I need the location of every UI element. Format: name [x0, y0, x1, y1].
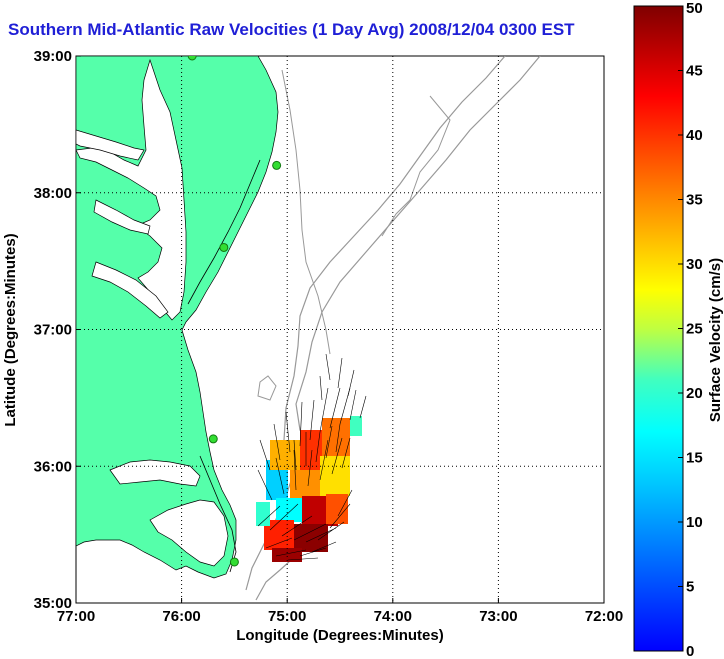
york-james-rivers [91, 261, 169, 319]
colorbar [633, 5, 684, 652]
y-tick-label: 38:00 [34, 185, 72, 202]
delmarva-coast [187, 159, 261, 305]
colorbar-tick-label: 20 [686, 385, 703, 402]
colorbar-tick-label: 40 [686, 127, 703, 144]
velocity-vectors [257, 353, 367, 561]
map-title: Southern Mid-Atlantic Raw Velocities (1 … [8, 20, 575, 39]
rappahannock-river [93, 199, 151, 235]
colorbar-tick-label: 35 [686, 192, 703, 209]
colorbar-tick-label: 25 [686, 321, 703, 338]
radar-station-markers [187, 56, 282, 567]
y-axis-ticks: 35:00 36:00 37:00 38:00 39:00 [34, 48, 81, 612]
x-tick-label: 73:00 [479, 608, 517, 625]
colorbar-ticks: 0 5 10 15 20 25 30 35 40 45 50 [678, 0, 703, 659]
potomac-river [76, 129, 145, 161]
radar-station-marker [187, 56, 197, 61]
colorbar-label: Surface Velocity (cm/s) [707, 258, 724, 422]
colorbar-tick-label: 45 [686, 63, 703, 80]
x-tick-label: 75:00 [268, 608, 306, 625]
isobath-shallow [281, 69, 331, 355]
y-tick-label: 37:00 [34, 322, 72, 339]
x-tick-label: 76:00 [162, 608, 200, 625]
y-axis-label: Latitude (Degrees:Minutes) [2, 233, 19, 426]
radar-station-marker [208, 434, 218, 444]
barrier-islands [199, 455, 237, 573]
grid-lines [76, 56, 604, 603]
velocity-colormap-field [256, 416, 362, 562]
radar-station-marker [229, 557, 239, 567]
x-axis-label: Longitude (Degrees:Minutes) [236, 627, 444, 644]
colorbar-tick-label: 5 [686, 579, 694, 596]
x-tick-label: 72:00 [585, 608, 623, 625]
colorbar-tick-label: 15 [686, 450, 703, 467]
pamlico-sound [149, 499, 229, 567]
colorbar-tick-label: 0 [686, 643, 694, 659]
colorbar-tick-label: 10 [686, 514, 703, 531]
x-tick-label: 74:00 [374, 608, 412, 625]
y-tick-label: 39:00 [34, 48, 72, 65]
radar-station-marker [219, 242, 229, 252]
isobath-shoal [257, 375, 277, 401]
x-axis-ticks: 77:00 76:00 75:00 74:00 73:00 72:00 [57, 598, 623, 625]
y-tick-label: 36:00 [34, 458, 72, 475]
land-mainland [76, 56, 279, 579]
x-tick-label: 77:00 [57, 608, 95, 625]
y-tick-label: 35:00 [34, 595, 72, 612]
isobath-slope [381, 95, 451, 237]
colorbar-tick-label: 30 [686, 256, 703, 273]
radar-station-marker [272, 160, 282, 170]
colorbar-tick-label: 50 [686, 0, 703, 17]
